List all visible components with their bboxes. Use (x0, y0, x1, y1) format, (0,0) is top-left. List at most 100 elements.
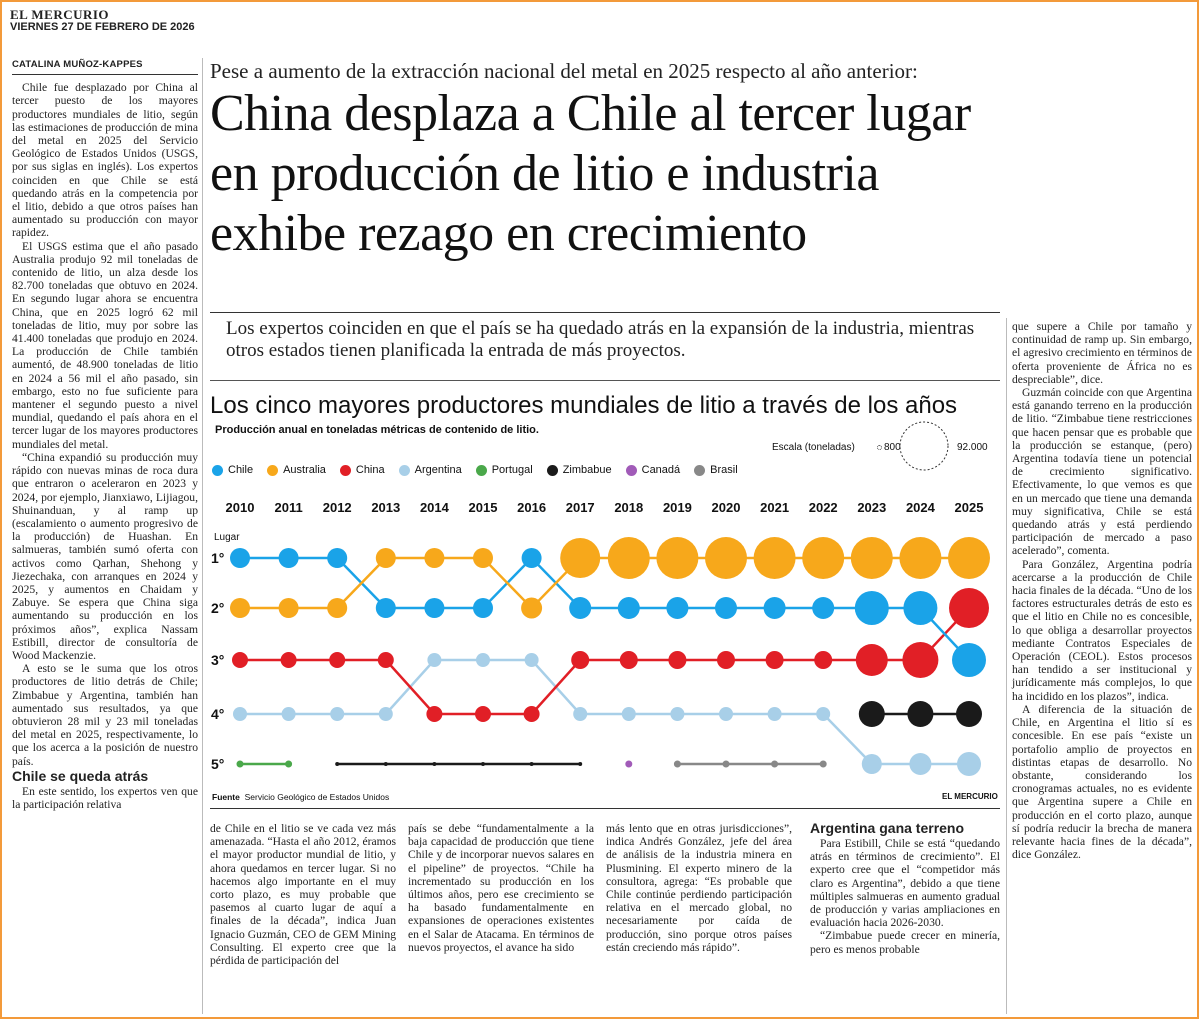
data-point-zimbabue (432, 762, 437, 766)
series-line-argentina (240, 658, 969, 766)
scale-max-value: 92.000 (957, 442, 988, 453)
series-line-china (240, 607, 970, 716)
subhead-argentina: Argentina gana terreno (810, 820, 965, 836)
data-point-argentina (233, 707, 247, 721)
data-point-china (426, 706, 443, 722)
rank-axis-label: Lugar (214, 532, 240, 543)
data-point-china (814, 651, 833, 669)
source-text: Servicio Geológico de Estados Unidos (244, 792, 390, 802)
data-point-china (717, 651, 735, 669)
year-tick-label: 2024 (906, 500, 936, 515)
year-tick-label: 2011 (274, 500, 302, 515)
source-label: Fuente (212, 792, 240, 802)
data-point-chile (521, 548, 542, 568)
chart-source: Fuente Servicio Geológico de Estados Uni… (212, 792, 389, 802)
data-point-argentina (670, 707, 685, 721)
data-point-australia (948, 537, 990, 579)
chart-subtitle: Producción anual en toneladas métricas d… (215, 424, 539, 436)
column-rule (202, 58, 203, 1014)
rank-tick-label: 5° (211, 756, 224, 772)
data-point-australia (705, 537, 747, 579)
paragraph: Para Estibill, Chile se está “quedando a… (810, 837, 1000, 930)
data-point-argentina (573, 707, 588, 721)
paragraph: El USGS estima que el año pasado Austral… (12, 239, 198, 451)
data-point-china (949, 588, 989, 628)
year-tick-label: 2019 (663, 500, 692, 515)
chart-credit: EL MERCURIO (942, 792, 998, 801)
legend-item: Portugal (475, 464, 533, 476)
data-point-china (377, 652, 394, 668)
masthead: EL MERCURIO VIERNES 27 DE FEBRERO DE 202… (10, 8, 195, 34)
headline: China desplaza a Chile al tercer lugar e… (210, 84, 1190, 264)
data-point-argentina (524, 653, 539, 667)
headline-line: en producción de litio e industria (210, 145, 879, 202)
legend-swatch (625, 464, 637, 476)
data-point-argentina (621, 707, 636, 721)
data-point-chile (473, 598, 493, 618)
paragraph: A diferencia de la situación de Chile, e… (1012, 702, 1192, 862)
scale-max-icon (899, 421, 949, 471)
kicker: Pese a aumento de la extracción nacional… (210, 59, 918, 83)
data-point-china (329, 652, 346, 668)
data-point-zimbabue (335, 762, 340, 766)
data-point-chile (327, 548, 348, 568)
data-point-canadá (625, 760, 633, 768)
year-tick-label: 2020 (712, 500, 741, 515)
paragraph: Chile fue desplazado por China al tercer… (12, 81, 198, 240)
data-point-zimbabue (481, 762, 485, 766)
data-point-zimbabue (956, 701, 982, 727)
data-point-australia (753, 537, 796, 579)
data-point-brasil (819, 760, 827, 768)
data-point-china (619, 651, 638, 669)
legend-label: Portugal (491, 464, 533, 476)
rank-tick-label: 3° (211, 652, 224, 668)
column-1: CATALINA MUÑOZ-KAPPES Chile fue desplaza… (12, 58, 198, 811)
subhead-chile: Chile se queda atrás (12, 767, 149, 784)
data-point-australia (473, 548, 493, 568)
data-point-australia (850, 537, 893, 579)
data-point-argentina (281, 707, 296, 721)
legend-item: Argentina (398, 464, 462, 476)
paragraph: En este sentido, los expertos ven que la… (12, 784, 198, 811)
data-point-zimbabue (383, 762, 388, 766)
data-point-argentina (378, 707, 393, 721)
year-tick-label: 2015 (469, 500, 498, 515)
data-point-australia (327, 598, 348, 618)
year-tick-label: 2022 (809, 500, 838, 515)
newspaper-name: EL MERCURIO (10, 7, 110, 22)
column-3: país se debe “fundamentalmente a la baja… (408, 822, 594, 954)
legend-swatch (339, 464, 351, 476)
data-point-argentina (330, 707, 345, 721)
chart-title: Los cinco mayores productores mundiales … (210, 392, 958, 419)
column-5: Argentina gana terreno Para Estibill, Ch… (810, 820, 1000, 956)
data-point-chile (424, 598, 445, 618)
data-point-argentina (861, 754, 882, 774)
data-point-argentina (719, 707, 733, 721)
data-point-chile (854, 591, 889, 625)
column-6: que supere a Chile por tamaño y continui… (1012, 320, 1192, 861)
dek: Los expertos coinciden en que el país se… (226, 318, 975, 361)
legend-swatch (475, 464, 487, 476)
legend-label: Brasil (710, 464, 738, 476)
paragraph: Para González, Argentina podría acercars… (1012, 557, 1192, 703)
legend-item: Brasil (694, 464, 738, 476)
legend-item: Australia (267, 464, 326, 476)
legend-label: Chile (228, 464, 254, 476)
data-point-chile (569, 597, 592, 619)
scale-label: Escala (toneladas) (772, 442, 855, 453)
year-tick-label: 2018 (614, 500, 643, 515)
data-point-china (902, 642, 939, 678)
data-point-chile (278, 548, 299, 568)
column-rule (1006, 318, 1007, 1014)
data-point-brasil (771, 760, 779, 768)
data-point-portugal (285, 760, 293, 768)
year-tick-label: 2012 (323, 500, 352, 515)
legend-item: Canadá (625, 464, 680, 476)
year-tick-label: 2023 (857, 500, 886, 515)
rank-tick-label: 4° (211, 706, 224, 722)
year-tick-label: 2017 (566, 500, 595, 515)
paragraph: que supere a Chile por tamaño y continui… (1012, 320, 1192, 386)
legend-label: Zimbabue (562, 464, 612, 476)
rank-tick-label: 1° (211, 550, 224, 566)
legend-swatch (546, 464, 558, 476)
